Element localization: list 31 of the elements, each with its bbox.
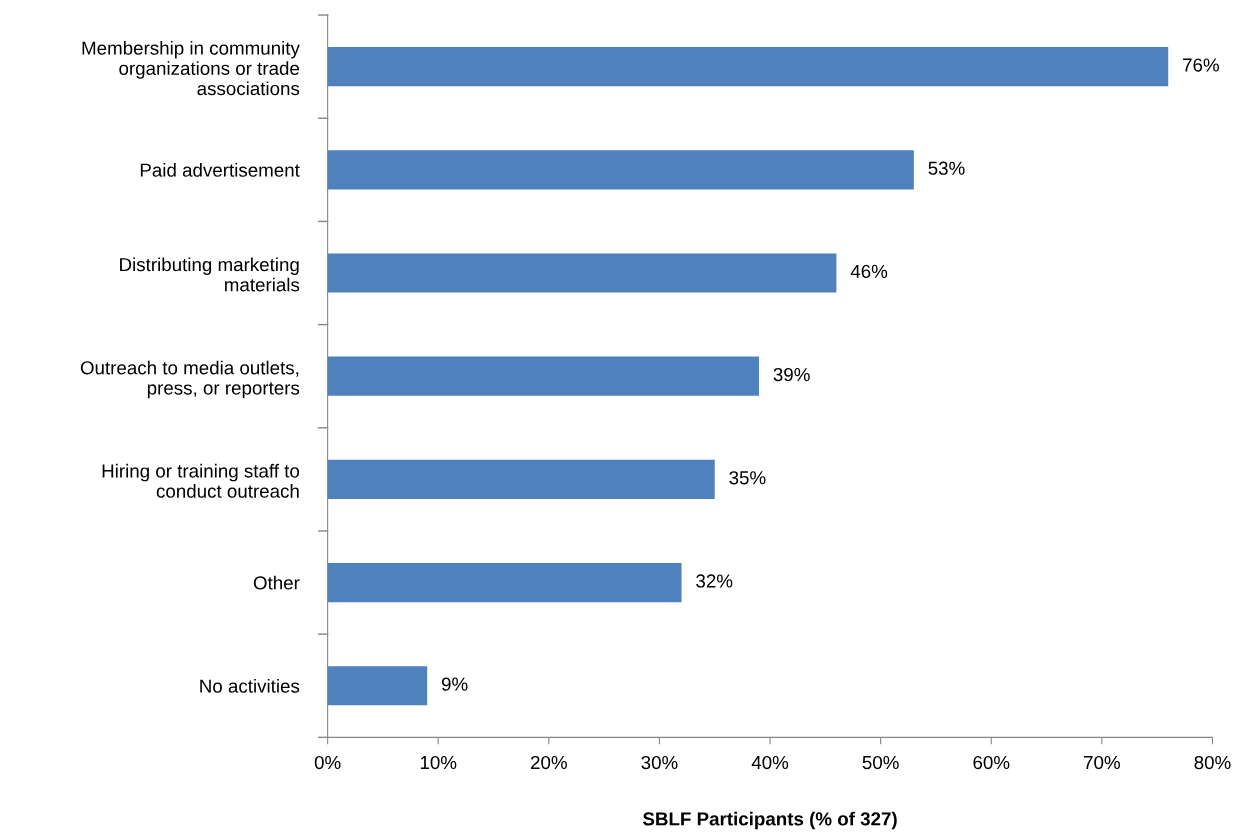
bar: [327, 459, 715, 499]
y-tick-label: Outreach to media outlets, press, or reporters: [80, 360, 300, 399]
y-tick-label: Hiring or training staff to conduct outreach: [102, 463, 300, 498]
data-label: 35%: [729, 471, 766, 485]
y-tick-label: No activities: [200, 678, 300, 693]
x-tick-label: 60%: [973, 755, 1010, 770]
x-tick-label: 0%: [314, 755, 341, 770]
x-tick-label: 40%: [751, 755, 789, 770]
y-tick-label: Other: [253, 575, 300, 590]
data-label: 39%: [773, 367, 810, 382]
x-tick-label: 80%: [1194, 755, 1231, 770]
x-tick-label: 30%: [641, 755, 678, 770]
data-label: 76%: [1183, 58, 1219, 72]
data-label: 32%: [696, 574, 733, 588]
bar: [327, 150, 914, 190]
bar: [327, 666, 428, 706]
bar: [327, 47, 1169, 87]
bar: [327, 562, 682, 603]
x-axis-title: SBLF Participants (% of 327): [642, 811, 897, 830]
data-label: 9%: [441, 677, 468, 691]
y-tick-label: Distributing marketing materials: [120, 257, 300, 292]
bar: [327, 356, 759, 396]
x-tick-label: 20%: [531, 755, 567, 770]
data-label: 53%: [928, 161, 965, 175]
bar: [327, 253, 837, 293]
y-tick-label: Membership in community organizations or trade associations: [82, 41, 300, 96]
x-tick-label: 50%: [862, 755, 899, 770]
x-tick-label: 10%: [420, 755, 457, 770]
data-label: 46%: [850, 264, 888, 279]
x-tick-label: 70%: [1084, 755, 1120, 770]
y-tick-label: Paid advertisement: [140, 163, 300, 177]
